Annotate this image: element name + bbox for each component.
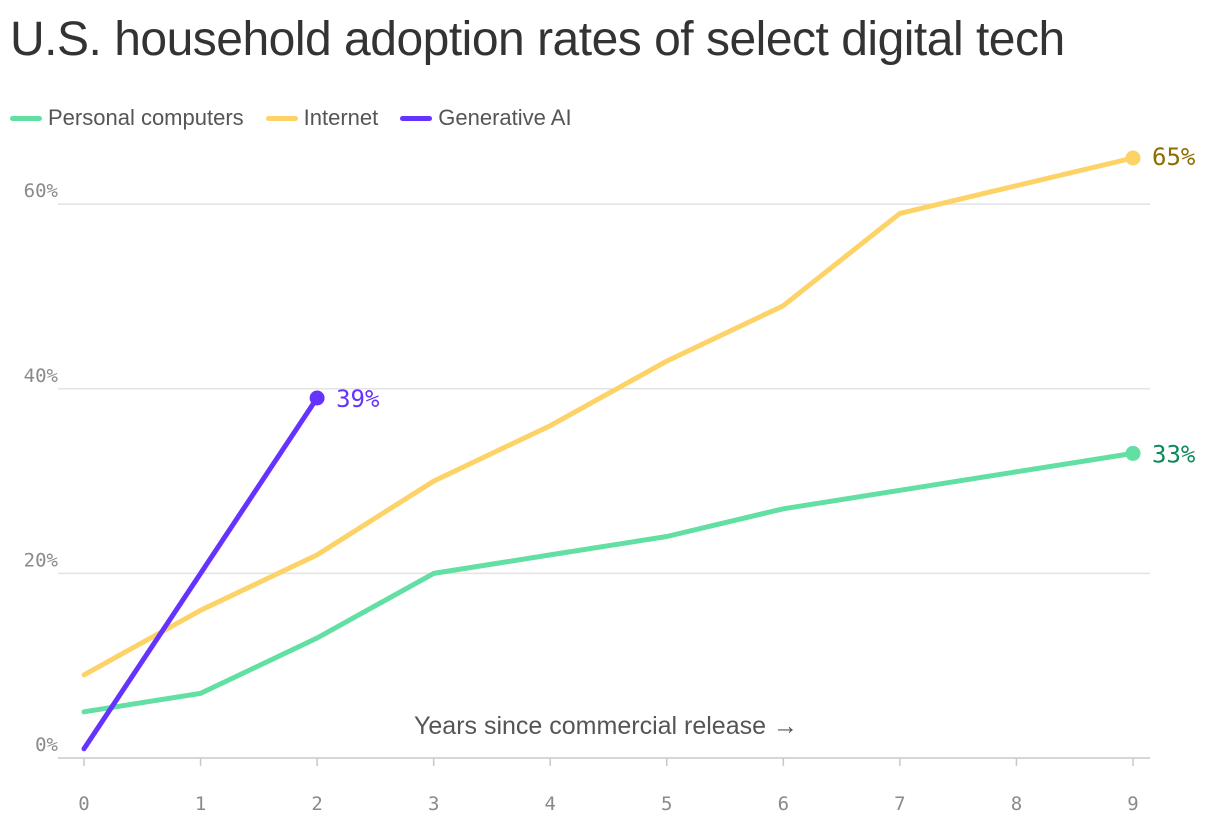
end-label-generative-ai: 39%	[336, 385, 380, 413]
x-axis-label: Years since commercial release →	[414, 712, 798, 740]
x-tick-label: 4	[544, 793, 555, 815]
legend-label-generative-ai: Generative AI	[438, 105, 572, 130]
x-tick-label: 3	[428, 793, 439, 815]
x-tick-label: 2	[311, 793, 322, 815]
end-label-layer: 33% 65% 39%	[336, 143, 1196, 468]
series-end-marker-generative-ai	[309, 390, 325, 406]
legend-label-internet: Internet	[303, 105, 379, 130]
chart-title: U.S. household adoption rates of select …	[10, 13, 1065, 66]
end-label-internet: 65%	[1152, 143, 1196, 171]
legend-swatch-internet	[265, 115, 298, 121]
series-line-internet	[81, 155, 1136, 678]
axis-layer: 0% 20% 40% 60% 0 1 2 3 4 5 6 7 8 9	[24, 180, 1139, 815]
legend-swatch-personal-computers	[10, 115, 42, 121]
x-tick-label: 6	[778, 793, 789, 815]
legend-item-generative-ai: Generative AI	[400, 105, 572, 131]
x-tick-label: 5	[661, 793, 672, 815]
x-tick-label: 9	[1127, 793, 1138, 815]
y-tick-label: 40%	[24, 365, 59, 387]
x-tick-label: 1	[195, 793, 206, 815]
y-tick-label: 20%	[24, 549, 59, 571]
end-label-personal-computers: 33%	[1152, 440, 1196, 468]
legend-swatch-generative-ai	[400, 115, 433, 121]
x-tick-label: 7	[894, 793, 905, 815]
y-tick-label: 0%	[35, 734, 58, 756]
x-tick-label: 0	[78, 793, 89, 815]
legend-label-personal-computers: Personal computers	[48, 105, 244, 130]
series-end-marker-internet	[1125, 150, 1141, 166]
legend-item-personal-computers: Personal computers	[10, 105, 244, 131]
series-end-marker-personal-computers	[1125, 445, 1141, 461]
x-tick-label: 8	[1011, 793, 1022, 815]
y-tick-label: 60%	[24, 180, 59, 202]
legend-item-internet: Internet	[265, 105, 379, 131]
series-line-personal-computers	[81, 450, 1136, 715]
series-layer	[81, 150, 1141, 752]
series-line-generative-ai	[81, 395, 320, 752]
legend: Personal computers Internet Generative A…	[10, 105, 594, 131]
grid-layer	[58, 203, 1150, 759]
